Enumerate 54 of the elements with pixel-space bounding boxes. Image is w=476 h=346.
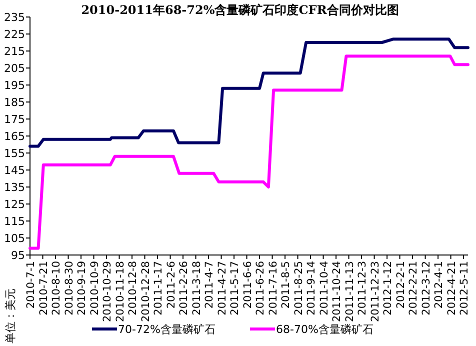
x-tick-label: 2011-6-6 [242,260,254,309]
y-tick-label: 105 [4,232,25,245]
x-tick-label: 2010-7-21 [38,261,50,316]
x-tick-label: 2010-9-19 [76,261,88,316]
x-tick-label: 2011-10-24 [331,260,344,322]
y-tick-label: 175 [4,113,25,126]
y-tick-label: 155 [4,147,25,160]
x-tick-label: 2011-3-18 [190,261,203,316]
y-tick-label: 215 [4,45,25,58]
x-tick-label: 2012-4-21 [446,261,458,316]
y-tick-label: 115 [4,215,25,228]
x-tick-label: 2011-6-26 [254,260,267,316]
x-tick-label: 2011-8-5 [280,261,292,309]
x-tick-label: 2011-4-27 [216,261,228,316]
y-tick-label: 235 [4,11,25,24]
y-tick-label: 205 [4,62,25,75]
x-tick-label: 2011-12-23 [369,261,382,322]
x-tick-label: 2010-10-29 [102,261,114,322]
y-tick-label: 135 [4,181,25,194]
x-tick-label: 2012-2-1 [394,261,407,309]
y-axis-title: 单位：美元 [4,288,17,344]
x-tick-label: 2011-5-17 [229,261,242,316]
x-tick-label: 2011-11-13 [344,261,356,322]
x-tick-label: 2011-8-25 [292,261,305,316]
x-tick-label: 2012-3-12 [420,261,432,316]
y-tick-label: 225 [4,28,25,41]
x-tick-label: 2011-1-17 [152,261,165,316]
x-tick-label: 2011-12-3 [356,261,369,316]
x-tick-label: 2010-10-9 [88,261,101,316]
x-tick-label: 2010-12-8 [127,261,140,316]
legend-label: 68-70%含量磷矿石 [276,323,374,336]
x-tick-label: 2010-11-18 [114,261,126,322]
x-tick-label: 2012-1-12 [382,261,394,316]
x-tick-label: 2010-12-28 [140,261,152,322]
x-tick-label: 2011-10-4 [318,260,330,316]
x-tick-label: 2012-4-1 [433,261,446,309]
y-tick-label: 95 [11,249,25,262]
y-tick-label: 165 [4,130,25,143]
x-tick-label: 2010-8-10 [50,261,62,316]
x-tick-label: 2011-9-14 [306,260,318,316]
x-tick-label: 2010-7-1 [25,261,37,309]
x-tick-label: 2011-2-26 [178,260,190,316]
x-tick-label: 2010-8-30 [63,261,76,316]
x-tick-label: 2012-2-21 [408,261,420,316]
legend-label: 70-72%含量磷矿石 [118,323,216,336]
x-tick-label: 2012-5-11 [458,261,471,316]
y-tick-label: 145 [4,164,25,177]
y-tick-label: 195 [4,79,25,92]
y-tick-label: 185 [4,96,25,109]
x-tick-label: 2011-4-7 [204,261,216,309]
x-tick-label: 2011-2-6 [165,260,178,309]
y-tick-label: 125 [4,198,25,211]
x-tick-label: 2011-7-16 [267,260,280,316]
chart-title: 2010-2011年68-72%含量磷矿石印度CFR合同价对比图 [81,3,399,17]
